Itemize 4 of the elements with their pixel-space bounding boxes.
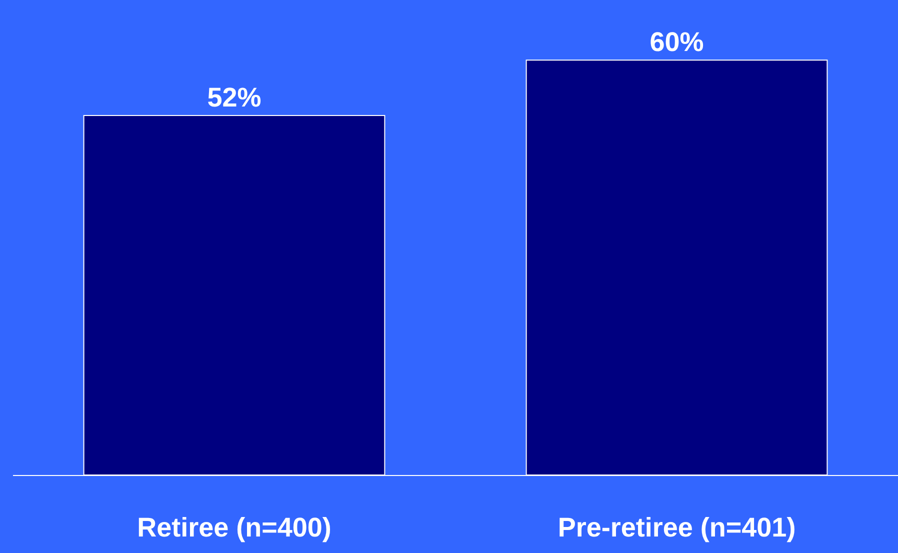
x-tick-label: Pre-retiree (n=401) (558, 512, 796, 542)
data-label: 60% (650, 27, 704, 58)
data-label: 52% (207, 82, 262, 112)
x-tick-label: Retiree (n=400) (137, 512, 332, 542)
